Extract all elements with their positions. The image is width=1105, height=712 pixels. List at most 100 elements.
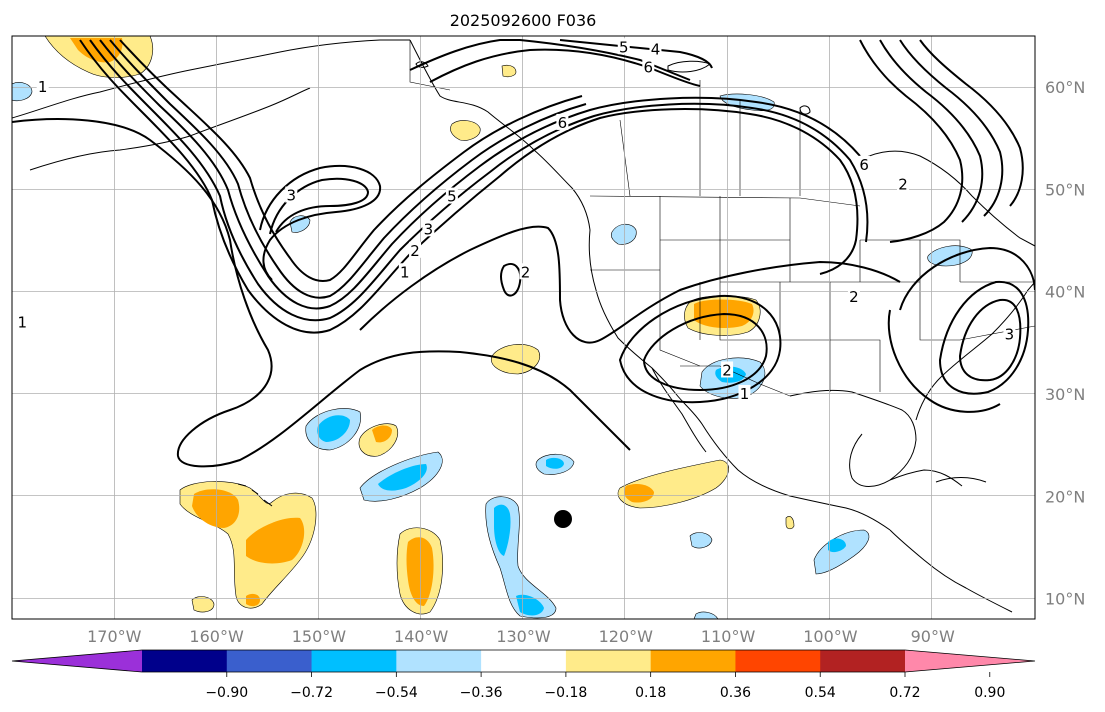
map-frame	[11, 35, 1036, 620]
contour-label: 6	[859, 156, 869, 174]
contour-label-background	[858, 155, 871, 172]
map-title: 2025092600 F036	[450, 11, 597, 30]
contour-label-background	[398, 263, 411, 280]
contour-label-background	[617, 38, 630, 55]
lat-tick-label: 20°N	[1045, 487, 1085, 506]
contour-label-background	[1003, 325, 1016, 342]
colorbar: −0.90 −0.72 −0.54 −0.36 −0.18 0.18 0.36 0.54 0.7…	[11, 649, 1036, 701]
positive-anomaly-region	[246, 593, 260, 607]
lon-tick-label: 150°W	[292, 627, 347, 646]
positive-anomaly-region	[372, 425, 392, 443]
colorbar-tick-label: −0.54	[375, 685, 418, 701]
lon-tick-label: 170°W	[87, 627, 142, 646]
contour-lines	[12, 39, 1035, 468]
contour-line	[958, 298, 1022, 382]
colorbar-tick-label: 0.18	[635, 685, 666, 701]
location-marker	[554, 510, 572, 528]
contour-line	[618, 294, 782, 404]
coastlines	[12, 39, 1035, 613]
positive-anomaly-region	[491, 344, 540, 375]
coastline-hawaii	[237, 483, 273, 507]
positive-anomaly-region	[501, 64, 517, 78]
contour-line	[919, 39, 1024, 207]
contour-line	[99, 39, 861, 310]
contour-label-background	[556, 113, 569, 130]
negative-anomaly-region	[378, 464, 427, 491]
negative-anomaly-region	[927, 245, 973, 267]
state-borders	[590, 196, 1035, 392]
lat-tick-label: 50°N	[1045, 180, 1085, 199]
contour-label: 2	[849, 288, 859, 306]
contour-label-background	[721, 361, 734, 378]
contour-label: 1	[400, 263, 410, 281]
contour-line	[899, 246, 1035, 311]
contour-label: 6	[558, 114, 568, 132]
contour-label-background	[1033, 358, 1035, 375]
positive-anomaly-region	[450, 120, 481, 141]
colorbar-segment	[735, 650, 821, 672]
contour-line	[899, 39, 1004, 217]
contour-label: 2	[410, 242, 420, 260]
colorbar-segment	[142, 650, 228, 672]
contour-label: 6	[644, 59, 654, 77]
longitude-labels: 170°W 160°W 150°W 140°W 130°W 120°W 110°W 100°W…	[87, 627, 955, 646]
positive-anomaly-region	[191, 596, 215, 613]
contour-line	[79, 39, 859, 334]
coastline-central-america	[889, 529, 1013, 613]
contour-line	[559, 39, 713, 69]
canada-provinces	[619, 80, 801, 197]
contour-label-background	[16, 313, 29, 330]
coastline-gulf-of-mexico	[789, 389, 917, 487]
contour-label: 5	[447, 188, 457, 206]
colorbar-segment	[481, 650, 567, 672]
colorbar-segment	[226, 650, 313, 672]
colorbar-segment	[396, 650, 482, 672]
contour-label: 2	[898, 175, 908, 193]
lon-tick-label: 90°W	[911, 627, 955, 646]
contour-line	[500, 263, 522, 297]
contour-label-background	[36, 78, 49, 95]
contour-line	[642, 312, 768, 392]
colorbar-segment	[820, 650, 906, 672]
contour-label: 3	[1005, 326, 1015, 344]
colorbar-tick-label: 0.36	[720, 685, 751, 701]
anomaly-fills	[12, 36, 973, 619]
contour-label: 2	[722, 361, 732, 379]
contour-line	[887, 309, 1001, 413]
colorbar-segment	[565, 650, 652, 672]
contour-label: 5	[619, 38, 629, 56]
contour-label-background	[847, 287, 860, 304]
coastline-alaska	[12, 39, 410, 119]
contour-line	[409, 39, 691, 81]
contour-label-background	[642, 58, 655, 75]
negative-anomaly-region	[813, 529, 870, 575]
coastline-baja	[651, 367, 707, 453]
colorbar-tick-label: −0.36	[460, 685, 503, 701]
contour-line	[109, 39, 587, 299]
contour-label: 3	[287, 187, 297, 205]
colorbar-tick-label: −0.72	[290, 685, 333, 701]
lat-tick-label: 30°N	[1045, 385, 1085, 404]
contour-label: 4	[651, 40, 661, 58]
coastline-cuba	[935, 477, 987, 483]
contour-label: 2	[1034, 358, 1044, 376]
lon-tick-label: 130°W	[496, 627, 551, 646]
positive-anomaly-region	[406, 537, 434, 606]
island	[799, 105, 811, 115]
contour-line	[259, 165, 382, 281]
colorbar-extend-min	[12, 650, 142, 672]
contour-label-background	[409, 241, 422, 258]
negative-anomaly-region	[610, 223, 637, 245]
positive-anomaly-region	[246, 517, 305, 564]
grid	[12, 36, 1035, 619]
contour-line	[859, 39, 964, 243]
negative-anomaly-region	[828, 538, 846, 553]
colorbar-segment	[311, 650, 397, 672]
lon-tick-label: 140°W	[394, 627, 449, 646]
colorbar-tick-label: −0.18	[544, 685, 587, 701]
island	[667, 60, 711, 73]
contour-line	[119, 39, 583, 282]
negative-anomaly-region	[516, 594, 544, 616]
